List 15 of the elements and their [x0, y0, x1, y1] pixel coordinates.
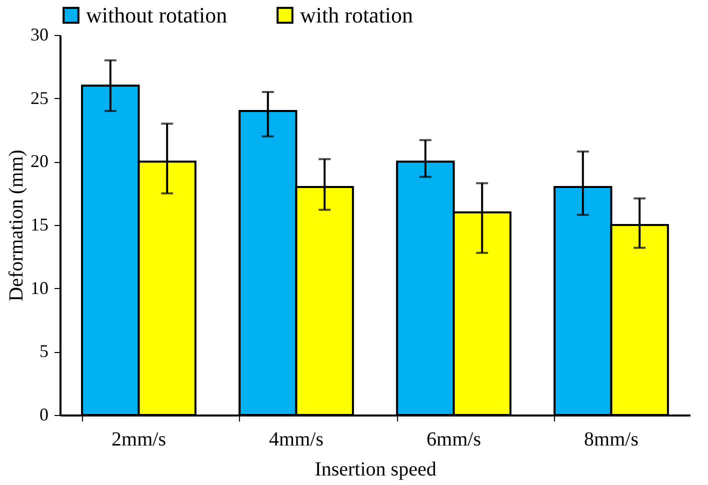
legend-label: with rotation: [300, 2, 414, 28]
y-tick-label: 15: [30, 214, 48, 234]
y-tick-label: 5: [40, 341, 48, 362]
y-tick-label: 10: [30, 278, 48, 298]
y-tick-label: 0: [40, 404, 48, 424]
x-tick-label: 6mm/s: [426, 428, 482, 450]
x-axis-title: Insertion speed: [314, 458, 436, 480]
y-tick-label: 25: [30, 88, 48, 108]
y-tick-label: 20: [30, 151, 48, 172]
x-tick-label: 2mm/s: [112, 428, 166, 450]
x-tick-label: 8mm/s: [584, 428, 639, 450]
x-tick-label: 4mm/s: [269, 428, 324, 450]
y-axis-title: Deformation (mm): [6, 150, 28, 302]
y-tick-label: 30: [30, 24, 48, 44]
legend-label: without rotation: [86, 2, 228, 28]
